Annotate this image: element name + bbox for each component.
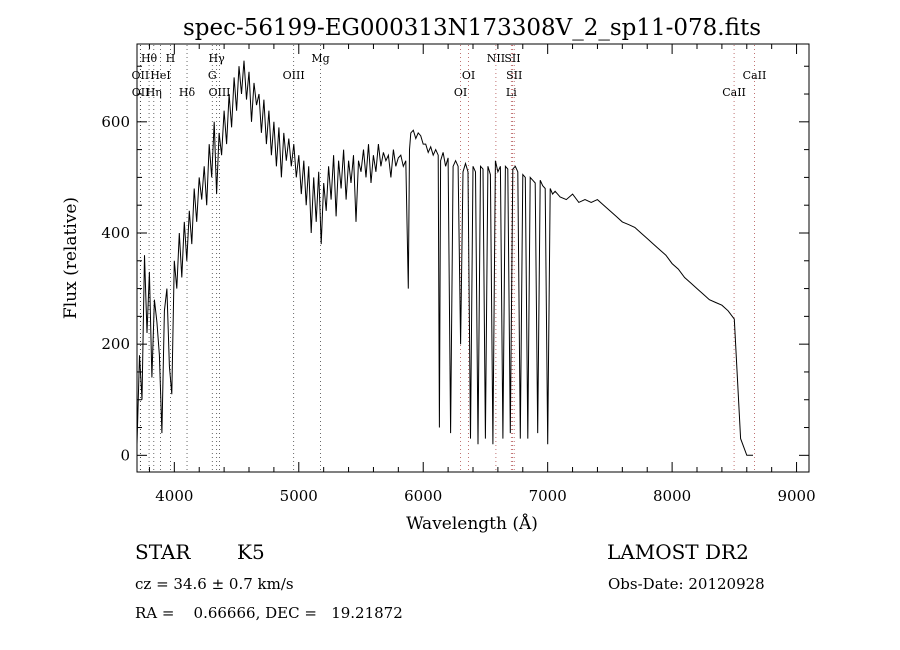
y-tick-label-0: 0 — [120, 446, 130, 464]
y-tick-label-600: 600 — [101, 113, 130, 131]
line-label-1: OII — [132, 69, 150, 82]
line-label-11: Mg — [311, 52, 329, 65]
x-axis-label: Wavelength (Å) — [406, 513, 538, 534]
object-type: STAR — [135, 540, 191, 564]
line-label-19: CaII — [722, 86, 746, 99]
observation-date: Obs-Date: 20120928 — [608, 575, 765, 593]
line-label-17: Li — [506, 86, 517, 99]
line-label-7: Hγ — [209, 52, 226, 65]
x-tick-label-8000: 8000 — [653, 487, 691, 505]
x-tick-label-6000: 6000 — [404, 487, 442, 505]
y-tick-label-200: 200 — [101, 335, 130, 353]
spectral-subclass: K5 — [237, 540, 265, 564]
x-tick-label-7000: 7000 — [529, 487, 567, 505]
y-axis-label: Flux (relative) — [61, 197, 81, 319]
axis-ticks — [137, 44, 809, 472]
line-label-18: CaII — [743, 69, 767, 82]
plot-frame — [136, 43, 810, 473]
line-label-13: OI — [454, 86, 467, 99]
line-label-16: SII — [506, 69, 522, 82]
line-label-2: OII — [132, 86, 150, 99]
line-label-5: HeI — [150, 69, 170, 82]
line-label-0: Hθ — [141, 52, 158, 65]
line-label-9: OIII — [208, 86, 230, 99]
line-label-4: H — [166, 52, 176, 65]
x-tick-label-9000: 9000 — [777, 487, 815, 505]
line-label-3: Hη — [146, 86, 162, 99]
x-tick-label-5000: 5000 — [280, 487, 318, 505]
line-label-15: SII — [504, 52, 520, 65]
y-tick-label-400: 400 — [101, 224, 130, 242]
x-tick-label-4000: 4000 — [155, 487, 193, 505]
coordinates: RA = 0.66666, DEC = 19.21872 — [135, 604, 403, 622]
spectrum-line — [136, 60, 753, 456]
line-label-14: NII — [487, 52, 505, 65]
line-label-10: OIII — [283, 69, 305, 82]
chart-title: spec-56199-EG000313N173308V_2_sp11-078.f… — [183, 15, 761, 41]
axis-tick-labels: 4000 5000 6000 7000 8000 9000 0 200 400 600 — [101, 113, 815, 505]
survey-name: LAMOST DR2 — [607, 540, 749, 564]
line-label-12: OI — [462, 69, 475, 82]
redshift-value: cz = 34.6 ± 0.7 km/s — [135, 575, 294, 593]
line-label-8: G — [208, 69, 217, 82]
line-label-6: Hδ — [179, 86, 196, 99]
